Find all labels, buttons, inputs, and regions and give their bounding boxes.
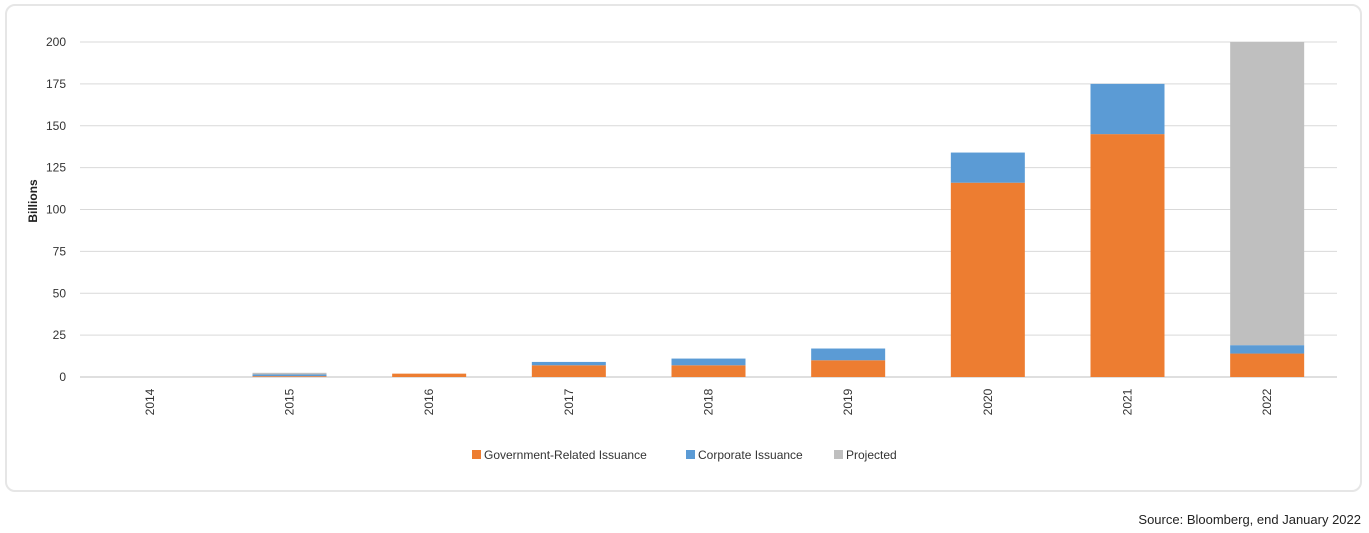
y-tick-label: 75 [53, 244, 67, 258]
bar-segment [1230, 42, 1305, 346]
x-tick-label: 2018 [702, 388, 716, 415]
bar-segment [950, 152, 1025, 183]
bar-segment [671, 358, 746, 366]
y-tick-label: 50 [53, 286, 67, 300]
bar-segment [950, 182, 1025, 377]
bar-segment [1230, 353, 1305, 377]
bar-segment [1230, 345, 1305, 354]
legend-label: Corporate Issuance [698, 448, 803, 462]
legend-label: Projected [846, 448, 897, 462]
y-tick-label: 125 [46, 161, 66, 175]
bar-segment [811, 348, 886, 361]
x-tick-label: 2015 [283, 388, 297, 415]
legend-label: Government-Related Issuance [484, 448, 647, 462]
legend-swatch [834, 450, 843, 459]
legend-swatch [686, 450, 695, 459]
y-tick-label: 25 [53, 328, 67, 342]
y-axis-label: Billions [26, 179, 40, 223]
bar-segment [531, 365, 606, 377]
y-tick-label: 150 [46, 119, 66, 133]
y-tick-label: 175 [46, 77, 66, 91]
bar-segment [252, 374, 327, 377]
bar-segment [252, 372, 327, 375]
legend: Government-Related Issuance Corporate Iss… [472, 448, 897, 462]
y-tick-label: 0 [59, 370, 66, 384]
bars [252, 42, 1305, 377]
bar-segment [811, 360, 886, 377]
y-tick-label: 100 [46, 203, 66, 217]
x-tick-label: 2021 [1121, 388, 1135, 415]
x-tick-label: 2020 [981, 388, 995, 415]
bar-segment [252, 376, 327, 377]
bar-segment [1090, 134, 1165, 377]
source-note: Source: Bloomberg, end January 2022 [1138, 512, 1361, 527]
x-tick-label: 2014 [143, 388, 157, 415]
x-tick-labels: 2014 2015 2016 2017 2018 2019 2020 2021 2022 [143, 388, 1274, 415]
y-tick-label: 200 [46, 35, 66, 49]
bar-segment [531, 361, 606, 366]
x-tick-label: 2019 [841, 388, 855, 415]
x-tick-label: 2016 [422, 388, 436, 415]
legend-swatch [472, 450, 481, 459]
bar-segment [671, 365, 746, 377]
bar-segment [1090, 83, 1165, 135]
bar-segment [392, 373, 467, 377]
x-tick-label: 2017 [562, 388, 576, 415]
y-tick-labels: 0 25 50 75 100 125 150 175 200 [46, 35, 66, 384]
x-tick-label: 2022 [1260, 388, 1274, 415]
